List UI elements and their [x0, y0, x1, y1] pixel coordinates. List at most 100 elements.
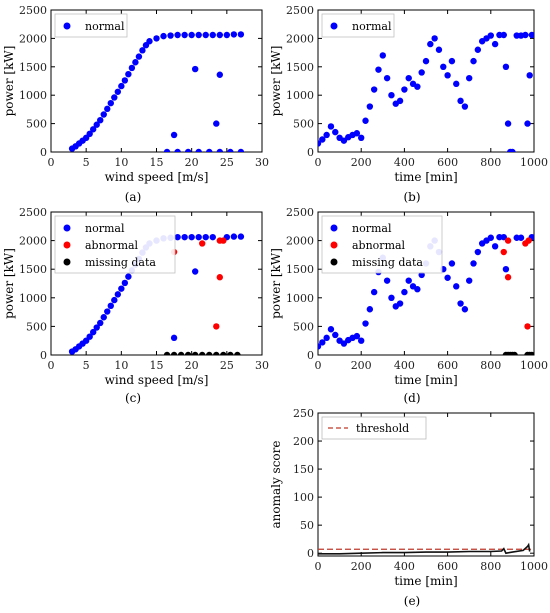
- series-normal: [68, 31, 245, 152]
- y-tick-label: 100: [293, 491, 314, 504]
- y-tick-label: 2000: [286, 32, 314, 45]
- data-point: [237, 31, 245, 38]
- data-point: [474, 46, 482, 53]
- data-point: [524, 323, 531, 330]
- data-point: [184, 351, 192, 355]
- data-point: [366, 306, 374, 313]
- data-point: [191, 268, 199, 275]
- x-tick-label: 800: [480, 156, 501, 169]
- y-tick-label: 1000: [19, 292, 47, 305]
- y-axis-label: power [kW]: [2, 248, 16, 319]
- data-point: [323, 334, 330, 342]
- data-point: [230, 233, 238, 240]
- data-point: [504, 274, 512, 281]
- data-layer: [318, 31, 534, 152]
- x-tick-label: 10: [114, 156, 128, 169]
- data-point: [90, 328, 97, 336]
- data-point: [340, 340, 348, 347]
- data-point: [125, 273, 132, 280]
- data-point: [100, 111, 107, 118]
- data-point: [191, 351, 199, 355]
- chart-panel-2: 0 200 400 600 800 1000 0 500 1000 1500 2000 2500 tim…: [269, 4, 548, 204]
- y-tick-label: 1000: [286, 292, 314, 305]
- data-point: [466, 74, 473, 82]
- data-point: [444, 72, 451, 79]
- data-point: [461, 103, 469, 110]
- y-tick-label: 2500: [286, 206, 314, 219]
- x-tick-label: 600: [437, 156, 458, 169]
- data-point: [405, 277, 412, 284]
- legend-marker: [63, 22, 71, 30]
- data-point: [111, 296, 118, 304]
- y-tick-label: 2500: [19, 206, 47, 219]
- x-tick-label: 20: [185, 156, 199, 169]
- x-tick-label: 600: [437, 560, 458, 573]
- y-tick-label: 0: [307, 146, 314, 159]
- data-point: [461, 306, 469, 313]
- data-point: [401, 86, 408, 93]
- x-tick-label: 200: [351, 156, 372, 169]
- y-tick-label: 500: [293, 320, 314, 333]
- data-layer: [68, 31, 245, 152]
- data-point: [511, 351, 518, 355]
- data-point: [184, 148, 192, 152]
- x-tick-label: 0: [48, 359, 55, 372]
- data-point: [427, 40, 434, 48]
- data-point: [509, 148, 516, 152]
- data-point: [174, 31, 181, 39]
- legend-marker: [330, 22, 338, 30]
- data-point: [118, 82, 125, 90]
- data-point: [383, 277, 391, 284]
- data-point: [188, 31, 195, 39]
- data-point: [199, 351, 206, 355]
- data-point: [491, 243, 499, 250]
- data-point: [220, 237, 227, 244]
- legend-label: missing data: [352, 256, 423, 269]
- data-point: [93, 324, 100, 331]
- x-tick-label: 800: [480, 359, 501, 372]
- legend-label: abnormal: [352, 239, 406, 252]
- data-point: [121, 77, 129, 84]
- legend-marker: [63, 224, 71, 232]
- legend-label: missing data: [85, 256, 156, 269]
- data-point: [528, 351, 534, 355]
- x-tick-label: 200: [351, 359, 372, 372]
- data-point: [502, 266, 510, 273]
- data-point: [388, 294, 395, 301]
- data-point: [405, 74, 412, 82]
- data-point: [132, 59, 139, 66]
- chart-panel-3: 0 5 10 15 20 25 30 0 500 1000 1500 2000 2500 wind spe…: [2, 206, 269, 405]
- data-point: [362, 117, 369, 124]
- data-point: [502, 63, 510, 70]
- y-tick-label: 1000: [19, 89, 47, 102]
- x-axis-label: wind speed [m/s]: [105, 373, 209, 387]
- data-point: [388, 92, 395, 99]
- x-tick-label: 30: [255, 359, 269, 372]
- data-point: [97, 116, 104, 124]
- data-point: [366, 103, 374, 110]
- y-tick-label: 500: [293, 118, 314, 131]
- data-point: [500, 31, 507, 39]
- data-point: [199, 240, 206, 247]
- legend-box: [321, 215, 443, 274]
- data-point: [90, 126, 97, 133]
- data-point: [216, 274, 223, 281]
- data-point: [457, 300, 464, 307]
- panel-tag: (c): [125, 391, 141, 405]
- y-tick-label: 0: [307, 547, 314, 560]
- data-point: [177, 351, 185, 355]
- data-point: [216, 148, 223, 152]
- data-point: [353, 332, 361, 340]
- data-point: [202, 233, 209, 241]
- data-point: [526, 72, 533, 79]
- data-point: [504, 237, 512, 244]
- legend: normal: [321, 13, 395, 38]
- data-point: [195, 31, 202, 39]
- legend-marker: [63, 241, 71, 249]
- data-point: [453, 283, 460, 290]
- data-point: [206, 148, 213, 152]
- panel-tag: (a): [125, 190, 142, 204]
- panel-tag: (d): [403, 391, 420, 405]
- data-point: [167, 32, 174, 39]
- x-tick-label: 600: [437, 359, 458, 372]
